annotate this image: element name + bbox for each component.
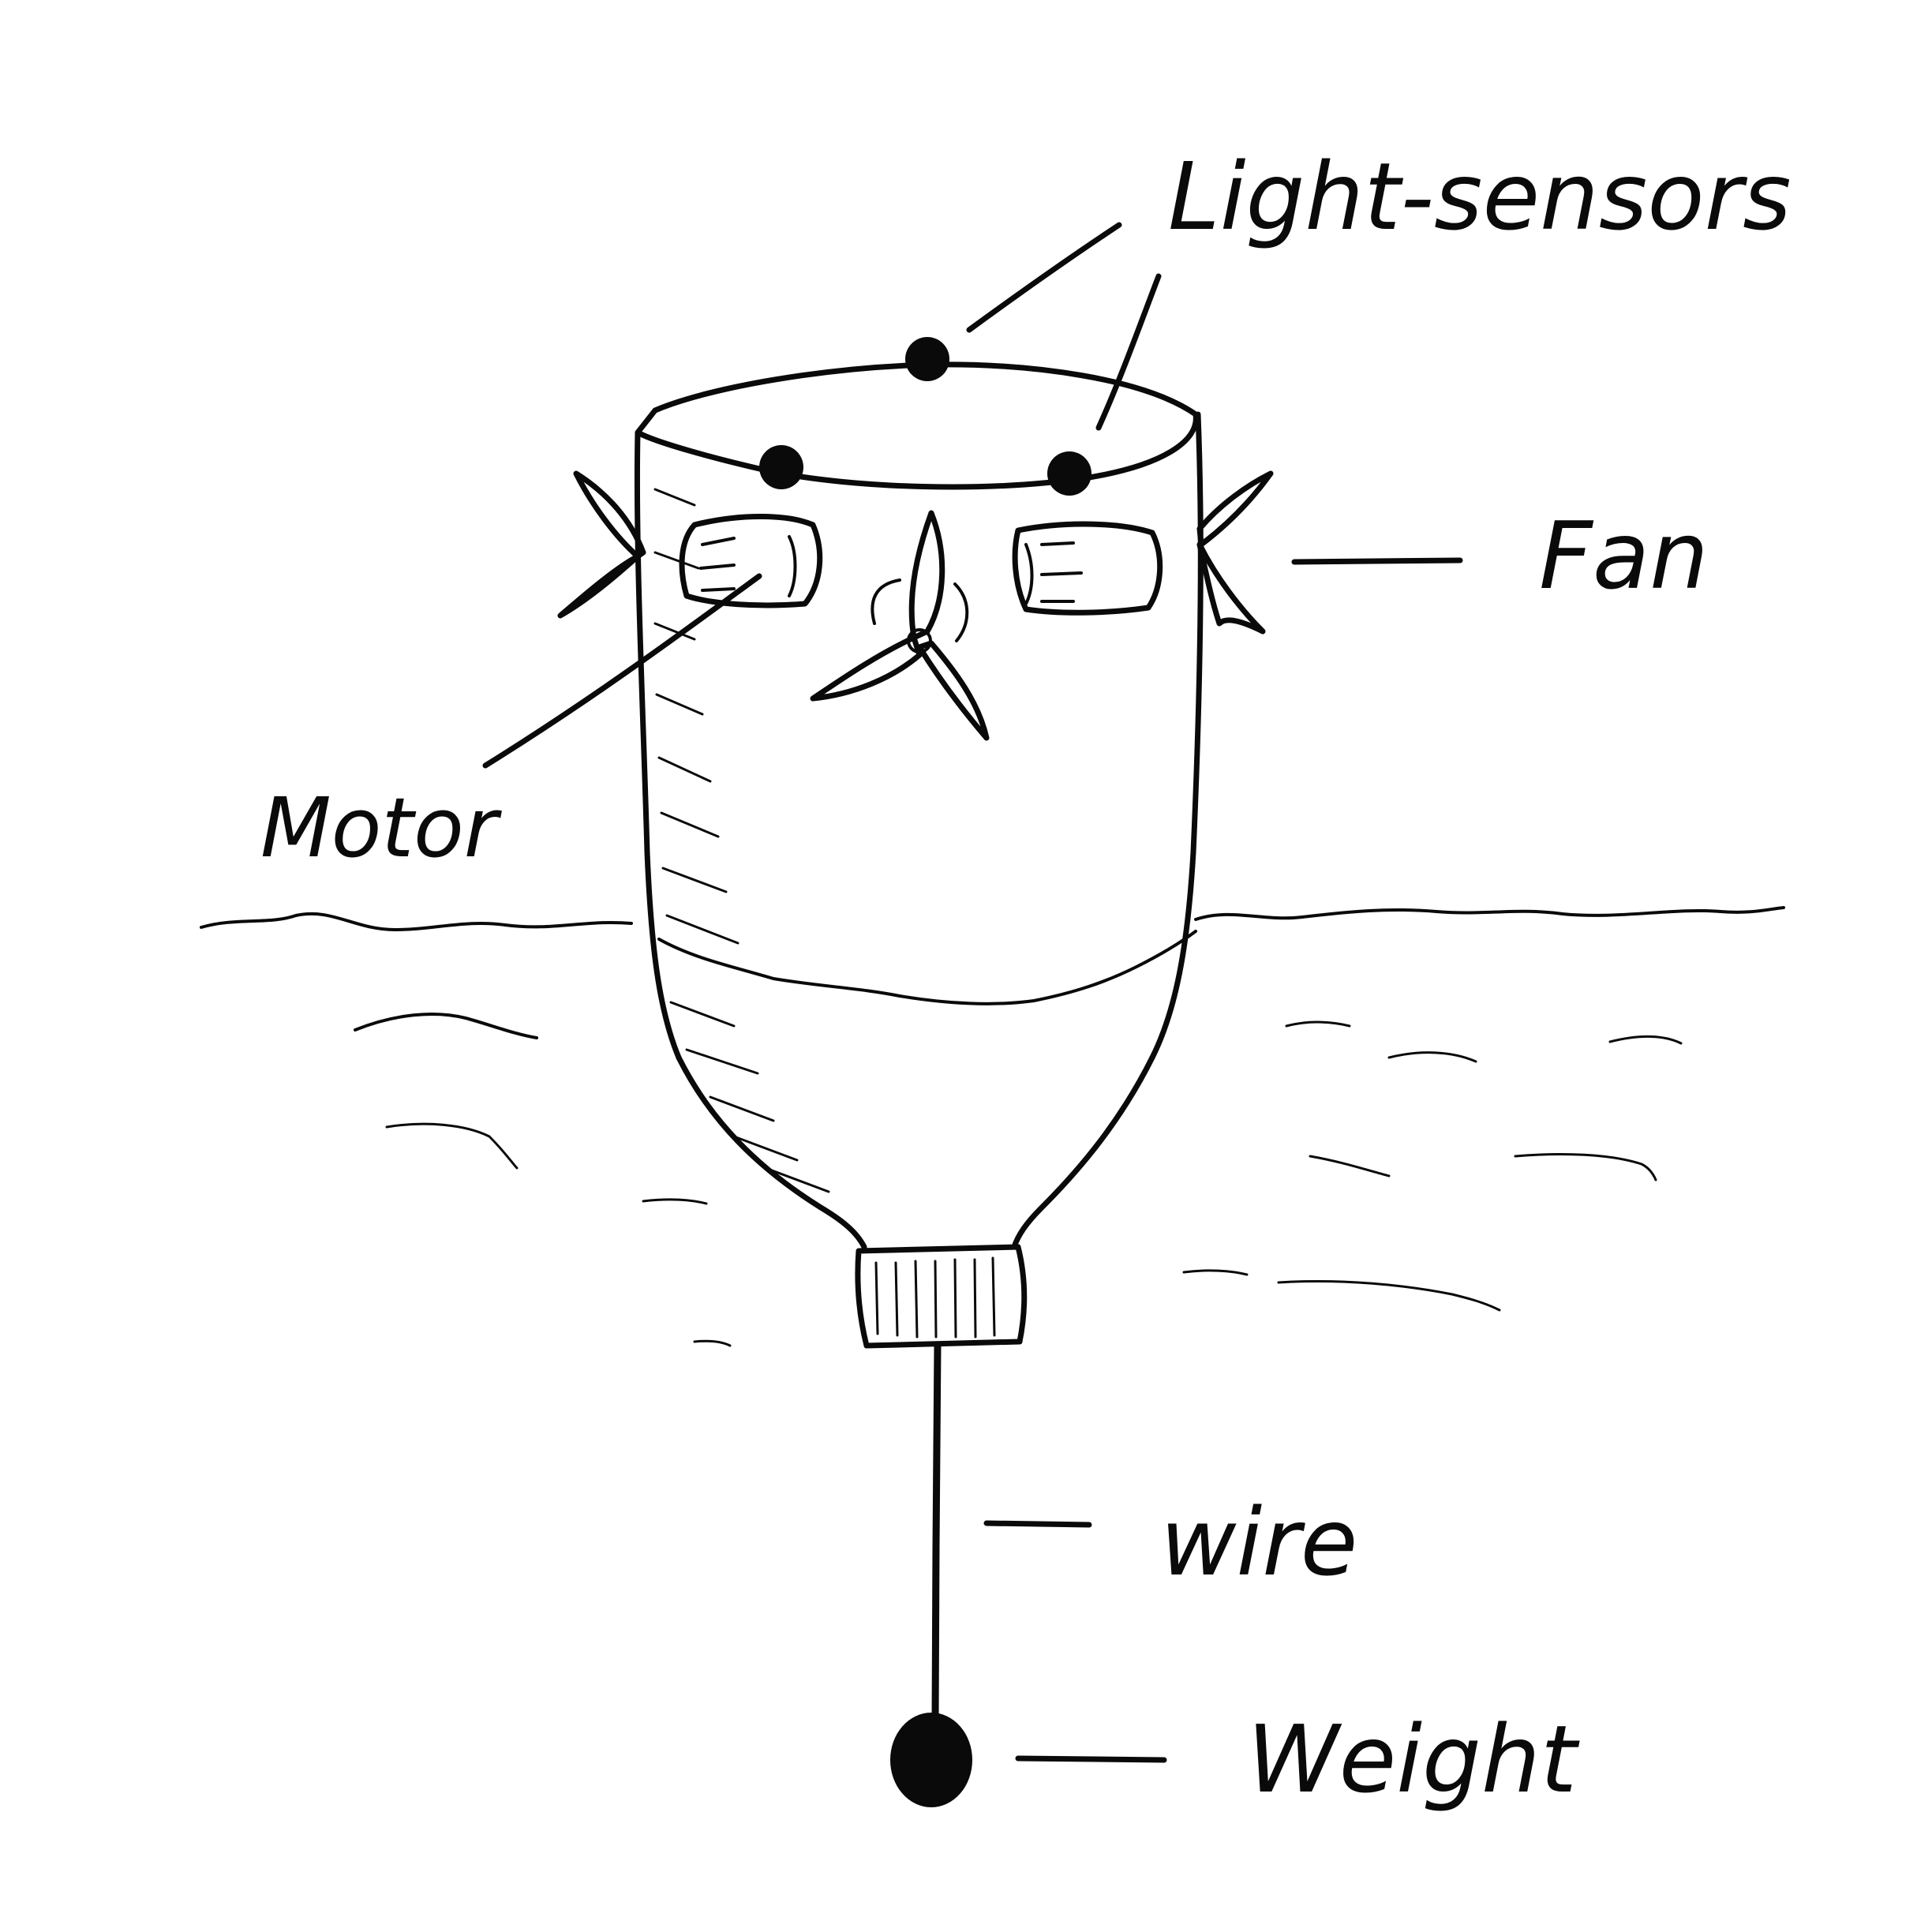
light-sensors <box>759 337 1091 496</box>
bottle-left-side <box>634 429 682 1061</box>
waterline-right <box>1194 906 1785 921</box>
motors <box>679 514 1163 616</box>
wave-7 <box>1514 1152 1657 1181</box>
wave-2 <box>1285 1020 1351 1028</box>
bottle-waterline <box>657 930 1197 1005</box>
leader-weight <box>1015 1755 1167 1763</box>
weight-ball <box>890 1713 972 1807</box>
wave-5 <box>385 1122 519 1170</box>
fan-center <box>810 510 990 741</box>
waterline-left <box>200 912 633 931</box>
leader-fan <box>1291 557 1463 565</box>
bottle-right-side <box>1149 411 1204 1061</box>
wave-6 <box>1309 1155 1391 1178</box>
wave-10 <box>1277 1279 1501 1312</box>
leader-light-sensor-top <box>966 222 1122 333</box>
leader-wire <box>983 1520 1092 1528</box>
bottle-shoulder-right <box>1011 1054 1155 1250</box>
bottle-cap <box>855 1244 1028 1349</box>
light-sensor-2 <box>759 445 803 489</box>
labels: Light-sensors Fan Motor wire Weight <box>260 142 1792 1814</box>
wire-and-weight <box>890 1342 972 1807</box>
bottle-shading <box>653 488 830 1193</box>
label-motor: Motor <box>260 780 503 876</box>
water-waves <box>200 906 1785 1347</box>
light-sensor-1 <box>905 337 949 381</box>
wave-9 <box>1182 1269 1249 1276</box>
leader-lines <box>482 222 1463 1763</box>
bottle-buoy <box>634 361 1204 1250</box>
wave-3 <box>1387 1051 1477 1063</box>
leader-motor <box>482 573 762 769</box>
bottle-rim <box>635 361 1199 490</box>
motor-left <box>679 514 823 608</box>
fans <box>557 470 1274 741</box>
label-wire: wire <box>1160 1488 1357 1597</box>
bottle-shoulder-left <box>676 1054 867 1250</box>
wave-8 <box>642 1198 708 1205</box>
light-sensor-3 <box>1047 451 1091 496</box>
fan-right <box>1196 470 1274 635</box>
motor-right <box>1012 521 1163 616</box>
wire-line <box>931 1342 942 1724</box>
label-weight: Weight <box>1247 1705 1580 1814</box>
cap-outline <box>855 1244 1028 1349</box>
wave-4 <box>1608 1035 1683 1045</box>
label-fan: Fan <box>1539 501 1709 610</box>
wave-11 <box>693 1339 732 1347</box>
fan-left <box>557 470 646 619</box>
wave-1 <box>354 1013 538 1039</box>
label-light-sensors: Light-sensors <box>1168 142 1792 251</box>
leader-light-sensor-right <box>1095 273 1162 431</box>
